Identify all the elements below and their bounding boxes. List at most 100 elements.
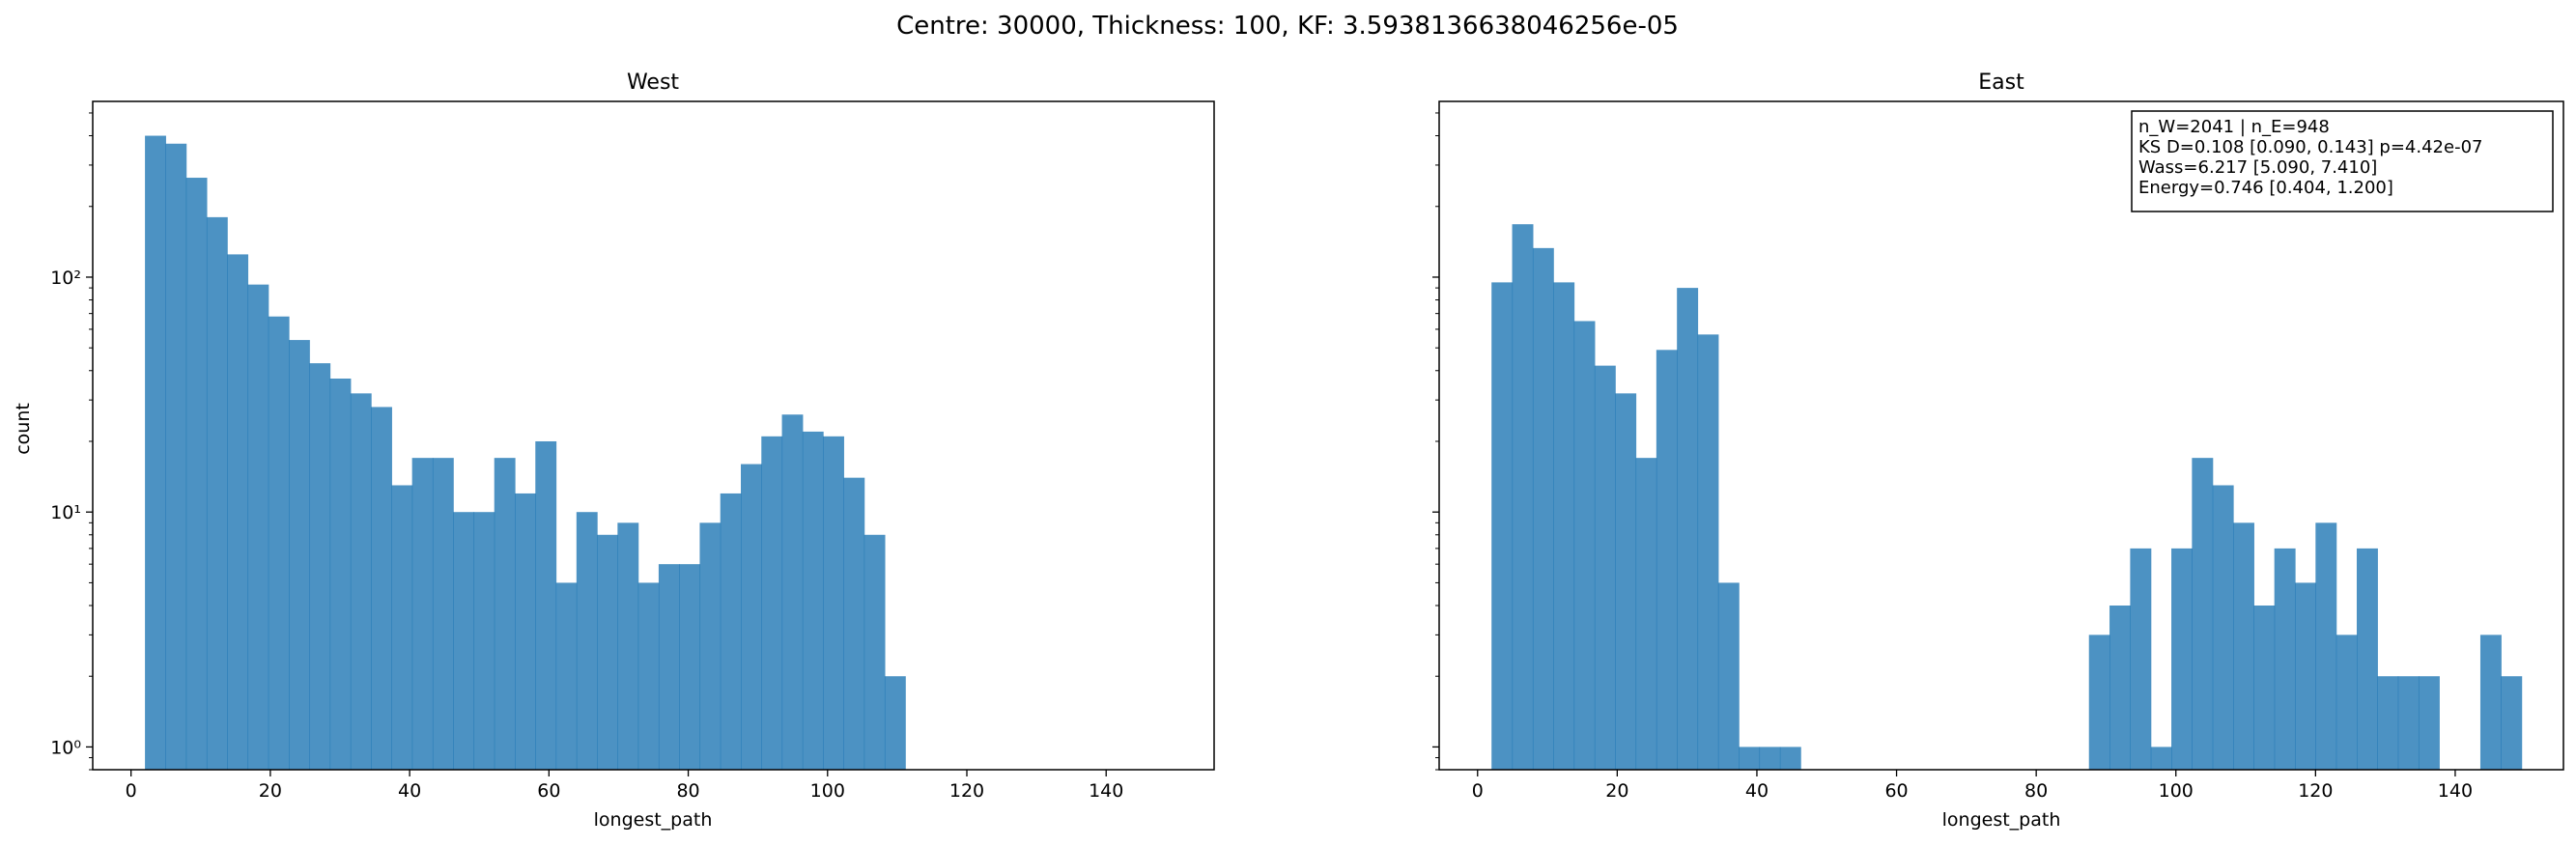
west-histogram-bar (268, 316, 290, 770)
west-histogram-bar (391, 485, 413, 770)
west-xlabel: longest_path (594, 809, 713, 831)
east-histogram-bar (1677, 288, 1699, 770)
west-histogram-bar (309, 363, 331, 770)
east-histogram-bar (1573, 321, 1596, 770)
east-histogram-bar (1594, 365, 1616, 770)
west-histogram-bar (473, 512, 495, 770)
west-histogram-bar (658, 564, 680, 770)
stats-box: n_W=2041 | n_E=948 KS D=0.108 [0.090, 0.… (2131, 110, 2554, 212)
west-histogram-bar (823, 436, 844, 770)
east-histogram-bar (2418, 676, 2440, 770)
west-histogram-bar (288, 340, 310, 770)
west-x-tick-label: 100 (810, 780, 845, 802)
west-histogram-bar (165, 143, 187, 771)
east-histogram-bar (2233, 522, 2254, 770)
west-histogram-bar (411, 458, 434, 770)
west-histogram-bar (741, 464, 762, 770)
east-histogram-bar (1635, 458, 1657, 770)
west-histogram-bar (432, 458, 454, 770)
east-histogram-bar (2501, 676, 2523, 770)
west-histogram-bar (761, 436, 783, 770)
west-histogram-bar (597, 534, 618, 770)
east-histogram-bar (2109, 605, 2131, 770)
east-histogram-bar (2171, 548, 2193, 770)
east-histogram-bar (1615, 393, 1637, 770)
east-x-tick-label: 0 (1472, 780, 1484, 802)
west-y-tick-label: 10¹ (50, 502, 81, 523)
east-histogram-bar (1656, 350, 1678, 770)
west-histogram-bar (699, 522, 722, 770)
east-axes-frame (1438, 100, 2564, 771)
stats-line-4: Energy=0.746 [0.404, 1.200] (2138, 178, 2393, 198)
east-histogram-bar (2253, 605, 2276, 770)
east-histogram-bar (2397, 676, 2420, 770)
west-histogram-bar (535, 440, 557, 770)
west-y-tick-label: 10² (50, 268, 81, 289)
west-title: West (627, 70, 679, 95)
east-histogram-bar (2479, 634, 2502, 770)
stats-line-3: Wass=6.217 [5.090, 7.410] (2138, 157, 2377, 178)
west-histogram-bar (453, 512, 475, 770)
east-xlabel: longest_path (1942, 809, 2061, 831)
east-histogram-bar (1739, 747, 1761, 770)
west-histogram-bar (781, 414, 804, 770)
west-histogram-bar (843, 477, 865, 770)
west-x-tick-label: 20 (259, 780, 282, 802)
east-histogram-bar (1759, 747, 1781, 770)
west-axes-frame (92, 100, 1215, 771)
east-x-tick-label: 120 (2298, 780, 2333, 802)
east-histogram-bar (2274, 548, 2296, 770)
east-histogram-bar (2212, 485, 2234, 770)
east-x-tick-label: 140 (2438, 780, 2473, 802)
east-histogram-bar (1697, 334, 1719, 770)
east-x-tick-label: 100 (2159, 780, 2194, 802)
west-histogram-bar (884, 676, 906, 770)
west-histogram-bar (802, 431, 824, 770)
west-x-tick-label: 40 (398, 780, 421, 802)
east-histogram-bar (2192, 458, 2214, 770)
east-histogram-bar (2377, 676, 2399, 770)
west-y-tick-label: 10⁰ (50, 737, 81, 758)
west-histogram-bar (329, 379, 352, 770)
east-x-tick-label: 60 (1884, 780, 1908, 802)
west-histogram-bar (247, 284, 269, 770)
west-panel: West 0 20 40 60 80 100 120 140 10⁰ 10¹ 10² longest… (13, 70, 1215, 831)
east-histogram-bar (2356, 548, 2378, 770)
west-histogram-bar (145, 135, 166, 770)
west-histogram-bar (637, 582, 660, 770)
east-histogram-bar (1717, 582, 1740, 770)
west-x-tick-label: 140 (1089, 780, 1123, 802)
west-histogram-bar (227, 254, 249, 770)
stats-line-1: n_W=2041 | n_E=948 (2138, 117, 2330, 137)
figure-suptitle: Centre: 30000, Thickness: 100, KF: 3.593… (896, 12, 1679, 41)
east-histogram-bar (1512, 224, 1534, 770)
west-x-tick-label: 0 (126, 780, 137, 802)
west-x-tick-label: 120 (949, 780, 984, 802)
west-histogram-bar (371, 407, 392, 770)
east-histogram-bar (1553, 282, 1575, 770)
west-histogram-bar (494, 458, 516, 770)
east-title: East (1978, 70, 2024, 95)
east-x-tick-label: 20 (1605, 780, 1628, 802)
west-histogram-bar (185, 178, 208, 770)
east-histogram-bar (2150, 747, 2172, 770)
east-histogram-bar (2088, 634, 2110, 770)
west-ylabel: count (13, 403, 34, 455)
west-histogram-bar (514, 493, 536, 770)
east-x-tick-label: 40 (1745, 780, 1769, 802)
east-histogram-bar (1491, 282, 1514, 770)
west-x-tick-label: 60 (537, 780, 560, 802)
east-x-tick-label: 80 (2024, 780, 2048, 802)
west-histogram-bar (555, 582, 578, 770)
west-histogram-bar (617, 522, 639, 770)
east-histogram-bar (2315, 522, 2337, 770)
east-panel: East 0 20 40 60 80 100 120 140 longest_path n_W… (1432, 70, 2564, 831)
east-histogram-bar (1779, 747, 1801, 770)
stats-line-2: KS D=0.108 [0.090, 0.143] p=4.42e-07 (2138, 137, 2482, 157)
west-histogram-bar (720, 493, 742, 770)
west-histogram-bar (679, 564, 701, 770)
west-plot-area: 0 20 40 60 80 100 120 140 10⁰ 10¹ 10² (50, 100, 1215, 802)
east-histogram-bar (2335, 634, 2358, 770)
west-histogram-bar (206, 216, 228, 771)
